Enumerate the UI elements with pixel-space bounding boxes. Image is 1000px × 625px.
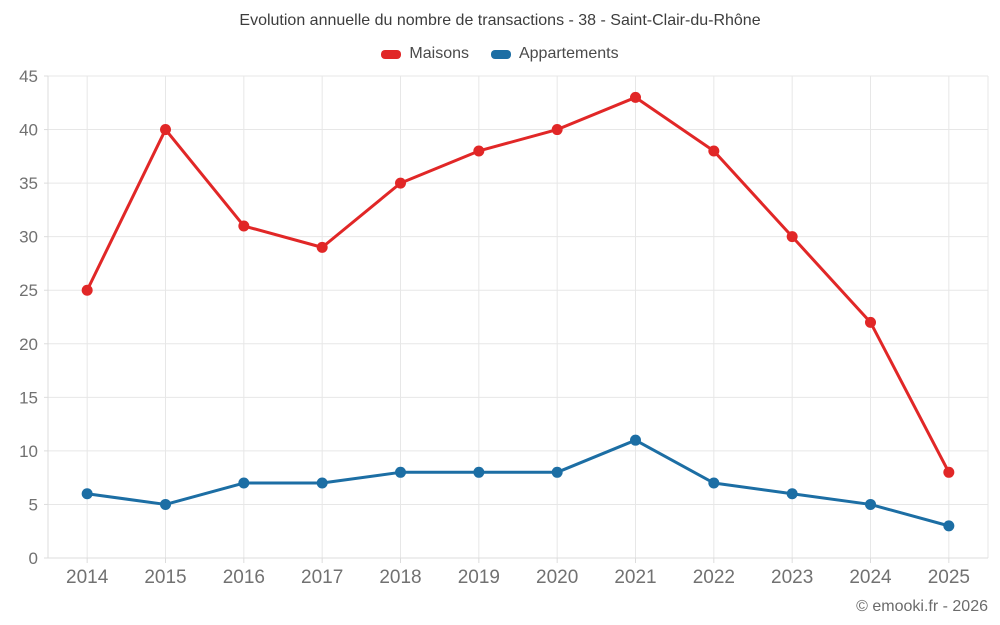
legend-swatch-maisons-icon [381,49,402,59]
y-tick-label-20: 20 [19,335,38,354]
data-point-maisons-2014[interactable] [81,284,93,296]
x-tick-label-2016: 2016 [223,567,265,588]
data-point-appartements-2022[interactable] [708,477,720,489]
y-tick-label-40: 40 [19,121,38,140]
data-point-appartements-2017[interactable] [316,477,328,489]
legend-item-maisons[interactable]: Maisons [381,45,469,63]
data-point-maisons-2018[interactable] [395,177,406,189]
data-point-maisons-2022[interactable] [708,145,720,157]
data-point-maisons-2017[interactable] [316,241,328,253]
data-point-maisons-2019[interactable] [473,145,485,157]
legend-label-appartements: Appartements [518,45,619,62]
data-point-maisons-2016[interactable] [238,220,250,232]
x-tick-label-2017: 2017 [301,567,343,588]
chart-title: Evolution annuelle du nombre de transact… [239,12,761,29]
y-tick-label-5: 5 [29,495,38,514]
y-tick-label-45: 45 [19,67,38,86]
x-tick-label-2020: 2020 [536,567,578,588]
x-tick-label-2025: 2025 [928,567,970,588]
data-point-appartements-2025[interactable] [943,520,955,532]
data-point-maisons-2023[interactable] [786,231,798,243]
legend-item-appartements[interactable]: Appartements [490,45,619,63]
data-point-appartements-2015[interactable] [160,498,171,510]
x-tick-label-2021: 2021 [614,567,656,588]
x-tick-label-2023: 2023 [771,567,813,588]
data-point-appartements-2019[interactable] [473,466,485,478]
copyright-text: © emooki.fr - 2026 [856,598,988,615]
data-point-appartements-2021[interactable] [630,434,641,446]
series-line-maisons [85,95,951,474]
x-tick-label-2024: 2024 [849,567,892,588]
y-tick-label-15: 15 [19,388,38,407]
legend-swatch-appartements-icon [490,49,511,59]
data-point-appartements-2014[interactable] [81,488,93,500]
data-point-maisons-2021[interactable] [630,91,641,103]
data-point-appartements-2024[interactable] [865,498,876,510]
y-tick-label-30: 30 [19,228,38,247]
y-tick-label-25: 25 [19,281,38,300]
data-point-appartements-2018[interactable] [395,466,406,478]
legend-label-maisons: Maisons [409,45,469,62]
data-point-maisons-2024[interactable] [865,316,876,328]
data-point-maisons-2025[interactable] [943,466,955,478]
y-tick-label-0: 0 [29,549,38,568]
data-point-appartements-2023[interactable] [786,488,798,500]
data-point-maisons-2020[interactable] [551,124,563,136]
x-tick-label-2019: 2019 [458,567,500,588]
data-point-appartements-2016[interactable] [238,477,250,489]
x-tick-label-2014: 2014 [66,567,109,588]
x-tick-label-2015: 2015 [144,567,186,588]
series-line-appartements [85,438,951,528]
data-point-appartements-2020[interactable] [551,466,563,478]
y-tick-label-10: 10 [19,442,38,461]
x-tick-label-2022: 2022 [693,567,735,588]
x-tick-label-2018: 2018 [379,567,421,588]
data-point-maisons-2015[interactable] [160,124,171,136]
y-tick-label-35: 35 [19,174,38,193]
chart-legend: Maisons Appartements [0,45,1000,63]
